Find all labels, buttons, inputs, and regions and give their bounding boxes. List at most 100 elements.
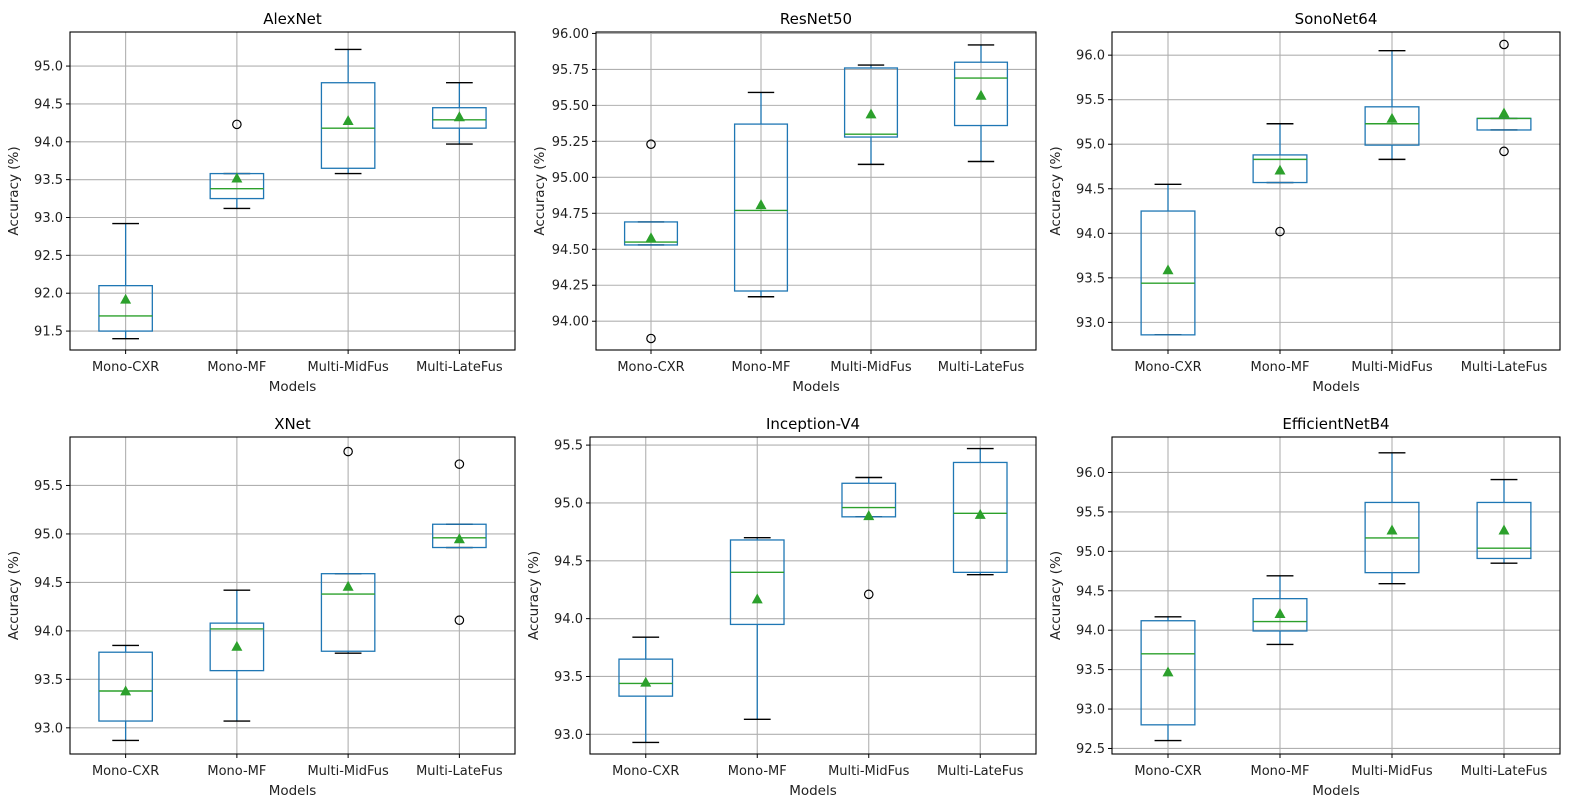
iqr-box [320, 82, 376, 169]
y-tick-label: 96.0 [1076, 466, 1105, 481]
iqr-box [432, 107, 487, 129]
x-tick-label: Multi-LateFus [416, 764, 503, 779]
iqr-box [1140, 620, 1196, 726]
chart-title: Inception-V4 [766, 415, 860, 433]
mean-marker [1162, 666, 1174, 677]
mean-marker [640, 676, 652, 687]
mean-marker [1386, 524, 1398, 535]
x-axis-label: Models [1312, 783, 1360, 799]
y-tick-label: 95.75 [552, 63, 589, 78]
iqr-box [98, 651, 153, 722]
mean-marker [1274, 608, 1286, 619]
x-tick-label: Multi-MidFus [1351, 764, 1433, 779]
outlier-point [454, 615, 465, 626]
y-tick-label: 95.0 [34, 527, 63, 542]
mean-marker [342, 115, 354, 125]
x-tick-label: Multi-LateFus [416, 360, 503, 375]
axes-frame [595, 31, 1037, 351]
mean-marker [231, 640, 243, 651]
box-mono-cxr [98, 222, 153, 340]
x-tick-label: Multi-MidFus [307, 764, 389, 779]
y-tick-label: 94.0 [1076, 227, 1105, 242]
y-tick-label: 94.75 [552, 207, 589, 222]
iqr-box [952, 461, 1008, 574]
box-mono-cxr [1140, 616, 1196, 742]
chart-panel-6: 92.5 93.0 93.5 94.0 94.5 95.0 95.5 96.0 Mono-CXR… [1048, 415, 1561, 799]
x-tick-label: Multi-MidFus [828, 764, 910, 779]
y-tick-label: 95.25 [552, 135, 589, 150]
x-tick-label: Mono-CXR [92, 764, 159, 779]
mean-marker [865, 108, 877, 119]
x-axis-label: Models [792, 379, 840, 395]
mean-marker [755, 199, 767, 210]
mean-marker [1274, 164, 1286, 175]
mean-marker [1386, 112, 1398, 123]
outlier-point [646, 333, 656, 344]
box-multi-latefus [953, 44, 1009, 163]
box-multi-midfus [320, 48, 376, 175]
y-tick-label: 94.25 [552, 279, 589, 294]
mean-marker [453, 111, 465, 122]
chart-panel-2: 94.00 94.25 94.50 94.75 95.00 95.25 95.50 95.75… [532, 10, 1037, 395]
box-mono-mf [209, 589, 265, 722]
iqr-box [1364, 106, 1420, 146]
iqr-box [618, 658, 674, 697]
y-tick-label: 94.5 [1076, 182, 1105, 197]
box-mono-mf [729, 536, 785, 720]
x-tick-label: Multi-LateFus [1461, 360, 1548, 375]
axes-frame [69, 436, 516, 755]
box-mono-mf [1252, 123, 1308, 237]
iqr-box [1140, 210, 1196, 336]
y-tick-label: 95.0 [554, 496, 583, 511]
y-tick-label: 95.50 [552, 99, 589, 114]
iqr-box [209, 622, 265, 672]
outlier-point [646, 139, 656, 150]
box-mono-mf [733, 91, 789, 298]
y-tick-label: 94.0 [34, 624, 63, 639]
iqr-box [98, 284, 153, 332]
y-tick-label: 95.5 [554, 439, 583, 454]
chart-title: AlexNet [263, 10, 322, 28]
mean-marker [342, 580, 354, 591]
iqr-box [953, 61, 1009, 127]
box-multi-midfus [320, 446, 376, 654]
chart-panel-3: 93.0 93.5 94.0 94.5 95.0 95.5 96.0 Mono-CXR Mono… [1048, 10, 1561, 395]
y-tick-label: 94.0 [554, 612, 583, 627]
box-mono-cxr [98, 644, 153, 742]
x-tick-label: Mono-CXR [617, 360, 684, 375]
iqr-box [733, 123, 789, 292]
box-multi-latefus [1476, 478, 1532, 564]
y-tick-label: 92.0 [34, 287, 63, 302]
y-tick-label: 92.5 [1076, 742, 1105, 757]
y-tick-label: 93.0 [1076, 703, 1105, 718]
mean-marker [453, 533, 465, 544]
iqr-box [1476, 501, 1532, 560]
x-tick-label: Mono-CXR [1134, 360, 1201, 375]
outlier-point [343, 446, 353, 457]
y-tick-label: 93.5 [34, 173, 63, 188]
iqr-box [1252, 154, 1308, 184]
x-tick-label: Multi-MidFus [830, 360, 912, 375]
mean-marker [751, 593, 763, 604]
y-axis-label: Accuracy (%) [526, 551, 542, 640]
iqr-box [320, 573, 376, 652]
outlier-point [1499, 146, 1509, 157]
box-multi-latefus [432, 82, 487, 145]
axes-frame [589, 436, 1037, 755]
y-axis-label: Accuracy (%) [532, 146, 548, 235]
y-tick-label: 95.5 [1076, 505, 1105, 520]
x-tick-label: Multi-LateFus [938, 360, 1025, 375]
box-multi-midfus [841, 476, 897, 600]
y-tick-label: 93.5 [34, 673, 63, 688]
x-axis-label: Models [269, 783, 317, 799]
outlier-point [232, 119, 242, 130]
y-tick-label: 95.5 [1076, 93, 1105, 108]
x-tick-label: Multi-LateFus [1461, 764, 1548, 779]
x-tick-label: Multi-LateFus [937, 764, 1024, 779]
box-mono-cxr [618, 636, 674, 744]
chart-panel-1: 91.5 92.0 92.5 93.0 93.5 94.0 94.5 95.0 Mono-CXR… [6, 10, 516, 395]
y-tick-label: 94.5 [1076, 584, 1105, 599]
y-tick-label: 96.0 [1076, 49, 1105, 64]
x-tick-label: Mono-MF [207, 764, 266, 779]
